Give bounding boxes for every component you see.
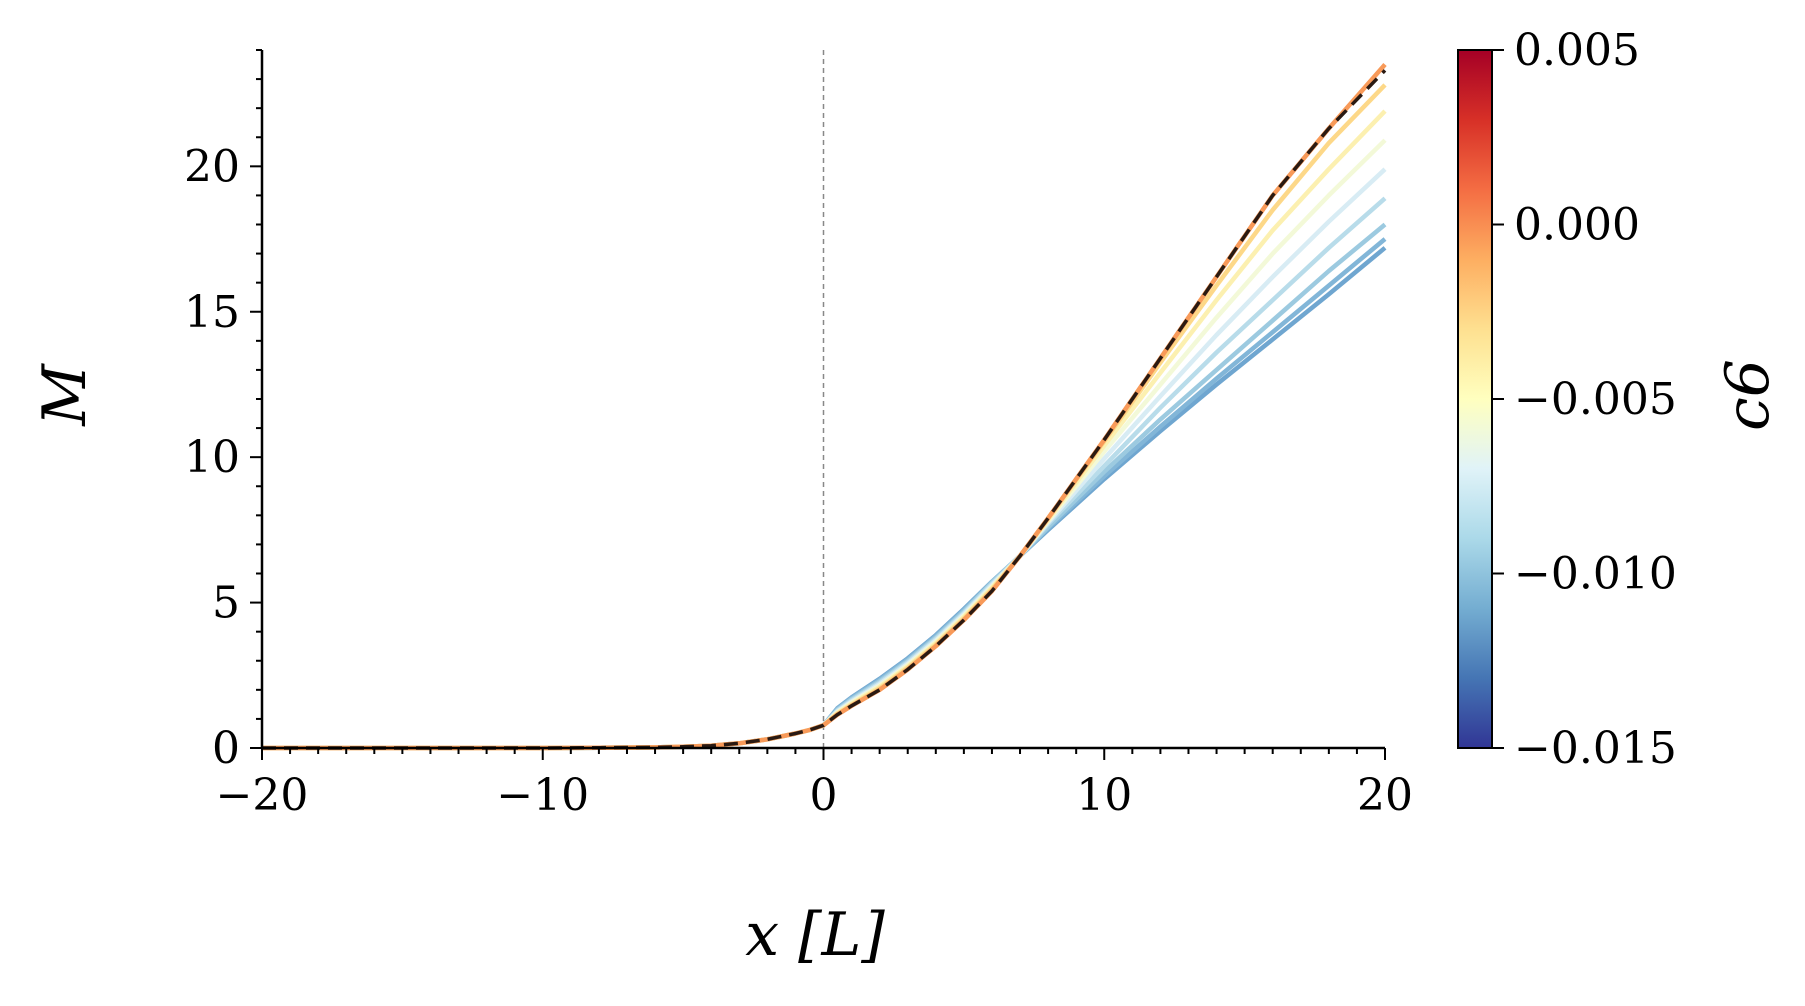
x-tick-label: 20	[1357, 770, 1413, 821]
colorbar-ticks: 0.005 0.000 −0.005 −0.010 −0.015	[1492, 25, 1677, 774]
y-tick-label: 15	[184, 287, 240, 338]
colorbar-tick-label: 0.000	[1514, 200, 1640, 251]
colorbar-tick-label: −0.005	[1514, 374, 1677, 425]
y-tick-label: 5	[212, 578, 240, 629]
x-tick-label: −10	[496, 770, 589, 821]
x-tick-label: 0	[810, 770, 838, 821]
y-axis-title: M	[30, 363, 100, 427]
y-tick-label: 10	[184, 432, 240, 483]
plot-area	[262, 50, 1387, 751]
x-axis-ticks: −20 −10 0 10 20	[216, 748, 1413, 821]
x-axis-title: x [L]	[745, 900, 885, 970]
colorbar: 0.005 0.000 −0.005 −0.010 −0.015 c6	[1457, 25, 1783, 774]
x-tick-label: 10	[1076, 770, 1132, 821]
y-tick-label: 20	[184, 141, 240, 192]
y-tick-label: 0	[212, 723, 240, 774]
colorbar-tick-label: 0.005	[1514, 25, 1640, 76]
axes	[260, 50, 1385, 750]
colorbar-gradient	[1457, 49, 1493, 749]
colorbar-title: c6	[1713, 359, 1783, 431]
colorbar-tick-label: −0.015	[1514, 723, 1677, 774]
y-axis-ticks: 0 5 10 15 20	[184, 49, 262, 774]
x-tick-label: −20	[216, 770, 309, 821]
colorbar-tick-label: −0.010	[1514, 549, 1677, 600]
